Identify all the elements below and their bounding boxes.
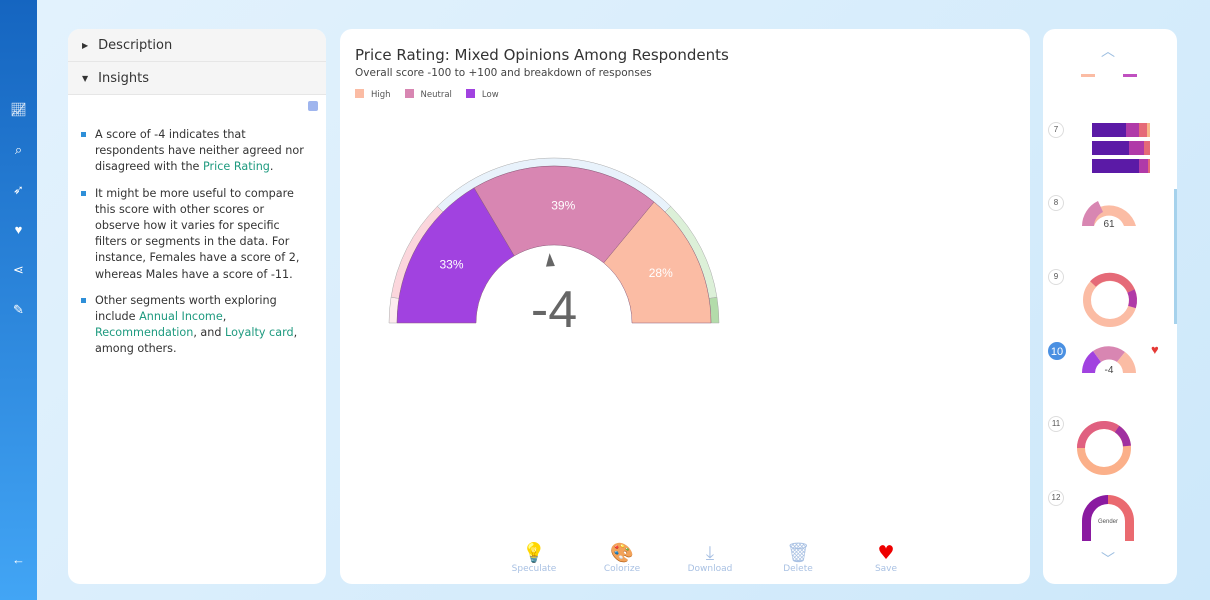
action-bar: 💡 Speculate 🎨 Colorize ⤓ Download 🗑 Delete ♥ Save (490, 542, 930, 574)
thumbnail-10-value: -4 (1105, 365, 1114, 375)
lightbulb-icon: 💡 (522, 542, 546, 564)
legend-label: High (371, 90, 391, 100)
insight-link[interactable]: Loyalty card (225, 326, 294, 340)
legend-swatch (355, 89, 364, 98)
insights-label: Insights (98, 70, 149, 86)
legend-label: Neutral (420, 90, 452, 100)
chart-panel: Price Rating: Mixed Opinions Among Respo… (340, 29, 1030, 584)
thumbnail-12-center: Gender (1098, 519, 1118, 525)
chart-line-icon[interactable]: 📈︎ (10, 102, 27, 117)
segment-label: 33% (439, 258, 463, 272)
colorize-button[interactable]: 🎨 Colorize (578, 542, 666, 574)
gauge-needle (545, 253, 555, 267)
palette-icon: 🎨 (610, 542, 634, 564)
insight-link[interactable]: Annual Income (139, 310, 223, 324)
description-accordion[interactable]: ▶ Description (68, 29, 326, 62)
legend-item[interactable]: Neutral (404, 89, 452, 100)
thumbnail-6-partial[interactable] (1078, 69, 1158, 83)
thumbnail-7[interactable] (1063, 119, 1163, 189)
thumbnail-10[interactable]: -4 (1078, 343, 1143, 375)
segment-label: 39% (551, 198, 575, 212)
share-icon[interactable]: ⋖ (13, 262, 24, 277)
insight-item: Other segments worth exploring include A… (81, 293, 312, 358)
heart-icon[interactable]: ♥ (14, 222, 23, 237)
thumbnail-number: 11 (1048, 416, 1064, 432)
thumbnail-number: 12 (1048, 490, 1064, 506)
insights-panel: ▶ Description ▼ Insights A score of -4 ind… (68, 29, 326, 584)
delete-button[interactable]: 🗑 Delete (754, 542, 842, 574)
chevron-up-icon[interactable]: ︿ (1101, 43, 1115, 59)
insight-text: , among others. (95, 326, 298, 356)
action-label: Speculate (511, 564, 557, 574)
thumbnail-number: 8 (1048, 195, 1064, 211)
insights-list: A score of -4 indicates that respondents… (68, 95, 326, 358)
speculate-button[interactable]: 💡 Speculate (490, 542, 578, 574)
insight-text: , (222, 310, 227, 324)
save-button[interactable]: ♥ Save (842, 542, 930, 574)
legend-item[interactable]: Low (465, 89, 499, 100)
gauge-chart: 33% 39% 28% -4 (388, 157, 720, 339)
insight-link[interactable]: Price Rating (202, 160, 270, 174)
legend-label: Low (481, 90, 499, 100)
ai-chip-icon[interactable] (308, 101, 318, 111)
description-label: Description (98, 37, 173, 53)
action-label: Colorize (603, 564, 641, 574)
insight-text: , and (193, 326, 226, 340)
thumbnail-number: 9 (1048, 269, 1064, 285)
action-label: Save (874, 564, 898, 574)
insight-text: . (269, 160, 274, 174)
gauge-segment-high (603, 201, 712, 324)
gauge-segment-neutral (473, 165, 655, 264)
action-label: Download (687, 564, 733, 574)
segment-label: 28% (649, 266, 673, 280)
thumbnail-8[interactable]: 61 (1078, 194, 1143, 230)
scrollbar[interactable] (1174, 189, 1177, 324)
legend-swatch (404, 89, 414, 98)
chart-subtitle: Overall score -100 to +100 and breakdown… (355, 67, 652, 79)
insight-item: It might be more useful to compare this … (81, 186, 312, 283)
legend-swatch (465, 89, 475, 98)
download-button[interactable]: ⤓ Download (666, 542, 754, 574)
insight-item: A score of -4 indicates that respondents… (81, 127, 312, 176)
nav-rail: 📈︎ ⌕ ➶ ♥ ⋖ ✎ ← (0, 0, 37, 600)
thumbnail-8-value: 61 (1103, 219, 1115, 230)
thumbnail-11[interactable] (1073, 414, 1163, 484)
insights-accordion[interactable]: ▼ Insights (68, 62, 326, 95)
insight-text: Other segments worth exploring include (95, 293, 277, 324)
thumbnail-12[interactable]: Gender (1073, 489, 1163, 541)
favorite-heart-icon[interactable]: ♥ (1151, 342, 1159, 357)
gauge-score: -4 (531, 281, 577, 339)
insight-text: It might be more useful to compare this … (95, 186, 300, 281)
legend-item[interactable]: High (355, 89, 391, 100)
insight-link[interactable]: Recommendation (95, 326, 194, 340)
download-icon: ⤓ (705, 542, 715, 564)
thumbnail-strip: ︿ 7 8 61 9 10 -4 ♥ 11 12 Gender ﹀ (1043, 29, 1177, 584)
thumbnail-9[interactable] (1073, 269, 1163, 331)
caret-right-icon: ▶ (82, 40, 89, 50)
chevron-down-icon[interactable]: ﹀ (1101, 551, 1115, 567)
arrow-left-icon[interactable]: ← (12, 552, 25, 567)
action-label: Delete (783, 564, 813, 574)
trash-icon: 🗑 (785, 542, 811, 564)
thumbnail-number-active: 10 (1048, 342, 1066, 360)
search-icon[interactable]: ⌕ (14, 142, 23, 157)
rocket-icon[interactable]: ➶ (13, 182, 24, 197)
chart-legend: High Neutral Low (355, 89, 499, 100)
edit-icon[interactable]: ✎ (13, 302, 24, 317)
heart-icon: ♥ (877, 542, 895, 564)
caret-down-icon: ▼ (82, 73, 89, 83)
insight-text: A score of -4 indicates that respondents… (95, 128, 304, 174)
gauge-segment-low (396, 187, 515, 324)
chart-title: Price Rating: Mixed Opinions Among Respo… (355, 46, 729, 64)
thumbnail-number: 7 (1048, 122, 1064, 138)
